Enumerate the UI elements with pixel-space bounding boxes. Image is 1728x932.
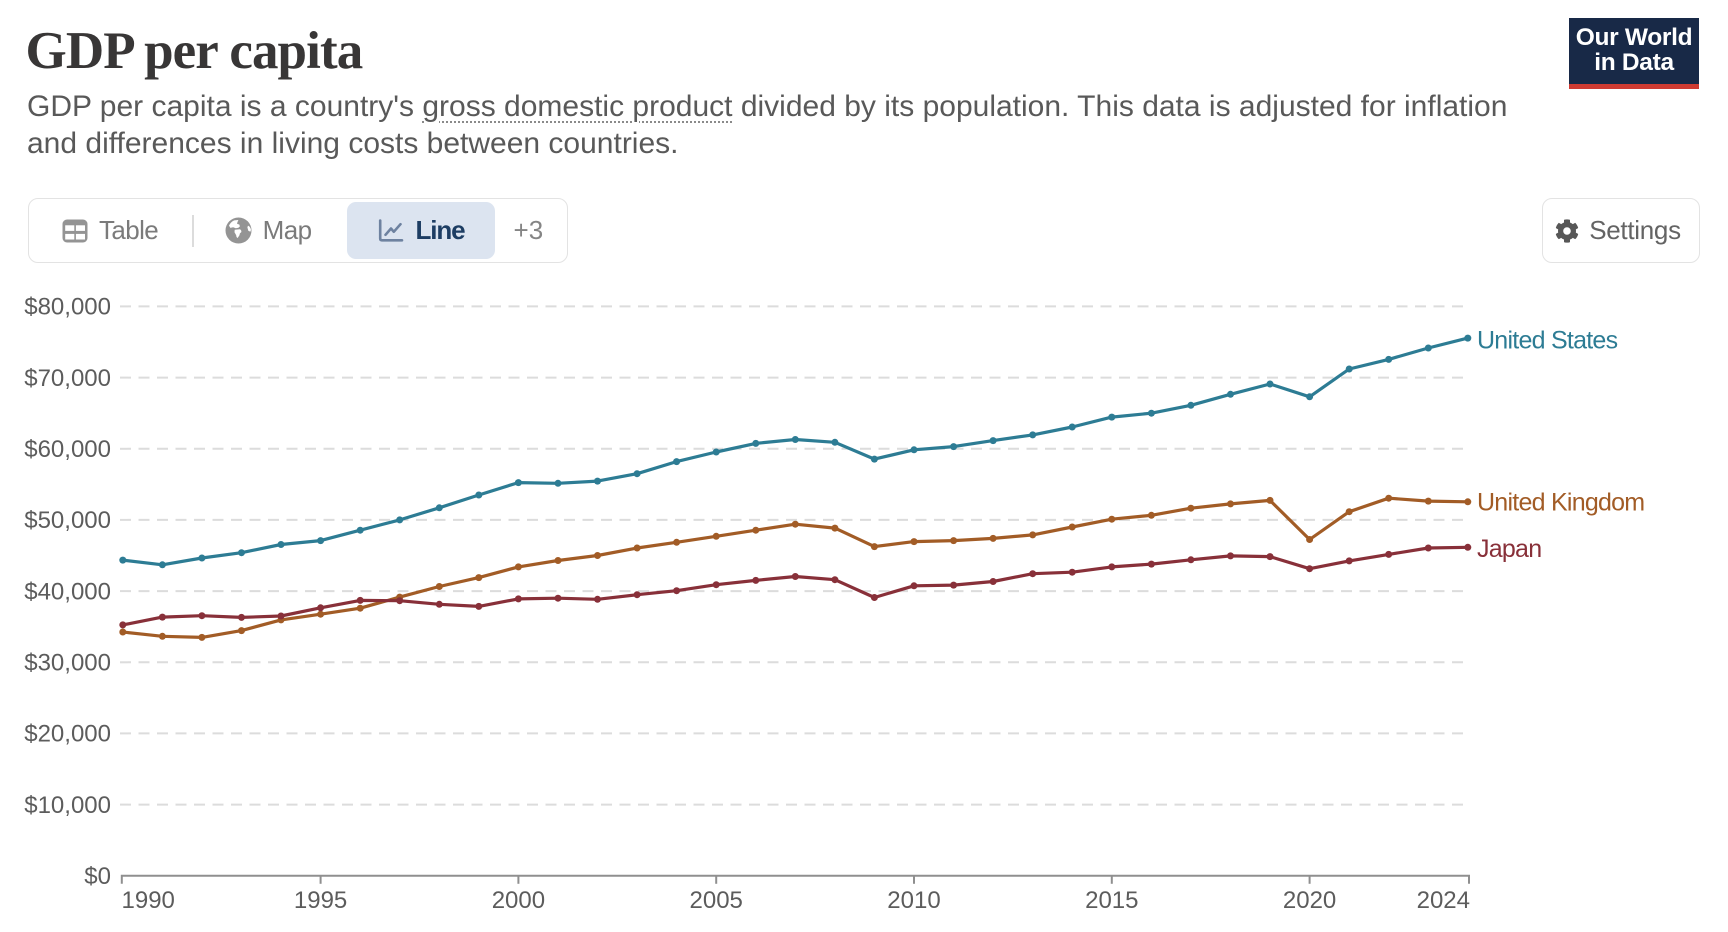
svg-text:$10,000: $10,000 [24,792,111,819]
svg-text:2010: 2010 [887,887,940,914]
svg-text:1990: 1990 [122,887,175,914]
svg-text:United Kingdom: United Kingdom [1477,489,1644,517]
svg-text:United States: United States [1477,327,1618,355]
svg-text:$60,000: $60,000 [24,436,111,463]
svg-text:$70,000: $70,000 [24,365,111,392]
svg-text:2000: 2000 [492,887,545,914]
svg-text:$40,000: $40,000 [24,578,111,605]
svg-text:$0: $0 [84,863,111,890]
svg-text:2020: 2020 [1283,887,1336,914]
svg-text:2024: 2024 [1417,887,1470,914]
svg-text:$50,000: $50,000 [24,507,111,534]
svg-text:$30,000: $30,000 [24,650,111,677]
svg-text:$80,000: $80,000 [24,294,111,321]
svg-text:2005: 2005 [690,887,743,914]
svg-text:2015: 2015 [1085,887,1138,914]
svg-text:$20,000: $20,000 [24,721,111,748]
svg-text:Japan: Japan [1477,535,1541,563]
svg-text:1995: 1995 [294,887,347,914]
